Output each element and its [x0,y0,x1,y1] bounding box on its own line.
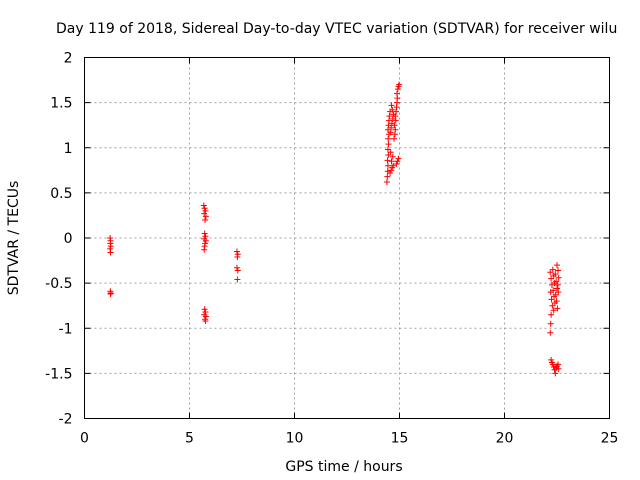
data-point [555,361,562,368]
data-point [384,157,391,164]
data-point [548,275,555,282]
data-point [547,329,554,336]
data-point [554,262,560,269]
x-tick-label: 15 [391,431,409,447]
data-point [552,370,559,377]
data-point [387,170,394,177]
data-point [384,162,391,169]
data-point [547,320,554,327]
data-point [555,274,562,281]
axis-ticks [84,57,610,419]
data-point [547,269,554,276]
data-point [393,160,400,167]
data-point [234,267,241,274]
data-point [550,287,557,294]
data-point [554,285,560,292]
data-point [392,126,399,133]
data-point [395,155,402,162]
x-tick-label: 20 [496,431,514,447]
data-point [384,146,391,153]
data-point [234,276,241,283]
y-tick-labels: -2 -1.5 -1 -0.5 0 0.5 1 1.5 2 [45,51,72,428]
y-tick-label: 2 [64,51,73,67]
data-point [384,126,391,133]
y-tick-label: -2 [59,412,73,428]
data-point [201,246,208,253]
data-point [202,318,209,325]
data-point [388,167,395,174]
data-point [387,149,394,156]
data-point [396,81,403,88]
data-point [394,86,401,93]
data-point [554,305,561,312]
y-axis-label: SDTVAR / TECUs [6,181,22,296]
data-point [385,135,392,142]
data-point [386,113,393,120]
data-point [549,266,556,273]
x-axis-label: GPS time / hours [285,459,402,475]
data-point [202,213,209,220]
x-tick-label: 25 [601,431,619,447]
data-point [548,296,555,303]
data-points [107,81,562,377]
x-tick-labels: 0 5 10 15 20 25 [80,431,618,447]
grid [84,57,610,419]
data-point [552,291,559,298]
data-point [200,202,207,209]
data-point [202,237,209,244]
data-point [555,365,562,372]
data-point [549,361,556,368]
data-point [555,267,562,274]
data-point [233,248,240,255]
data-point [550,307,557,314]
data-point [202,207,209,214]
data-point [389,106,396,113]
data-point [201,205,208,212]
data-point [389,153,396,160]
y-tick-label: 1.5 [50,96,72,112]
data-point [388,158,395,165]
data-point [548,356,555,363]
data-point [553,298,560,305]
data-point [554,281,561,288]
y-tick-label: -1 [59,321,73,337]
data-point [233,264,240,271]
x-tick-label: 0 [80,431,89,447]
data-point [555,289,562,296]
y-tick-label: -0.5 [45,276,72,292]
data-point [388,102,395,109]
y-tick-label: 0.5 [50,186,72,202]
data-point [392,113,399,120]
data-point [390,162,397,169]
x-tick-label: 10 [286,431,304,447]
data-point [553,278,560,285]
data-point [234,253,241,260]
x-tick-label: 5 [185,431,194,447]
data-point [391,122,398,129]
data-point [385,141,392,148]
y-tick-label: 1 [64,141,73,157]
y-tick-label: 0 [64,231,73,247]
data-point [387,129,394,136]
data-point [394,158,401,165]
data-point [107,249,114,256]
y-tick-label: -1.5 [45,366,72,382]
data-point [391,135,398,142]
data-point [383,179,390,186]
data-point [384,173,391,180]
data-point [107,290,114,297]
data-point [201,230,208,237]
data-point [201,306,208,313]
data-point [549,302,556,309]
data-point [550,364,557,371]
data-point [202,216,209,223]
data-point [107,243,114,250]
data-point [548,311,555,318]
data-point [393,90,400,97]
chart-title: Day 119 of 2018, Sidereal Day-to-day VTE… [56,21,617,37]
data-point [552,271,559,278]
